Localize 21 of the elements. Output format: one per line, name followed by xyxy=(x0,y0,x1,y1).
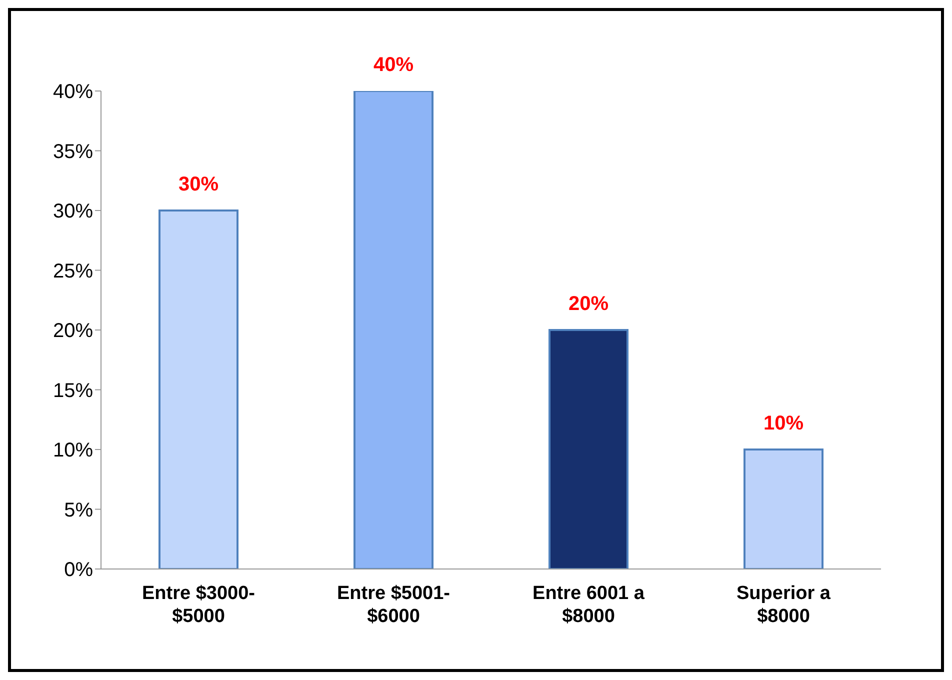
bar xyxy=(158,210,238,569)
y-tick-label: 5% xyxy=(64,499,94,522)
x-tick-label: Entre $3000-$5000 xyxy=(142,583,256,627)
y-tick-label: 40% xyxy=(52,81,94,104)
bar xyxy=(548,329,628,569)
x-tick-label: Entre 6001 a $8000 xyxy=(532,583,645,627)
x-tick-label: Superior a $8000 xyxy=(736,583,831,627)
y-tick-label: 0% xyxy=(64,559,94,582)
data-label: 30% xyxy=(178,174,219,196)
bar xyxy=(744,448,824,569)
y-tick-label: 10% xyxy=(52,440,94,462)
y-tick-label: 30% xyxy=(52,200,94,223)
data-label: 20% xyxy=(568,293,609,315)
y-tick-label: 15% xyxy=(52,380,94,402)
y-tick-label: 35% xyxy=(52,140,94,163)
bar xyxy=(354,91,434,569)
y-tick-label: 25% xyxy=(52,260,94,282)
y-tick-label: 20% xyxy=(52,320,94,342)
x-tick-label: Entre $5001-$6000 xyxy=(336,583,450,627)
data-label: 40% xyxy=(373,54,414,76)
data-label: 10% xyxy=(763,412,804,434)
